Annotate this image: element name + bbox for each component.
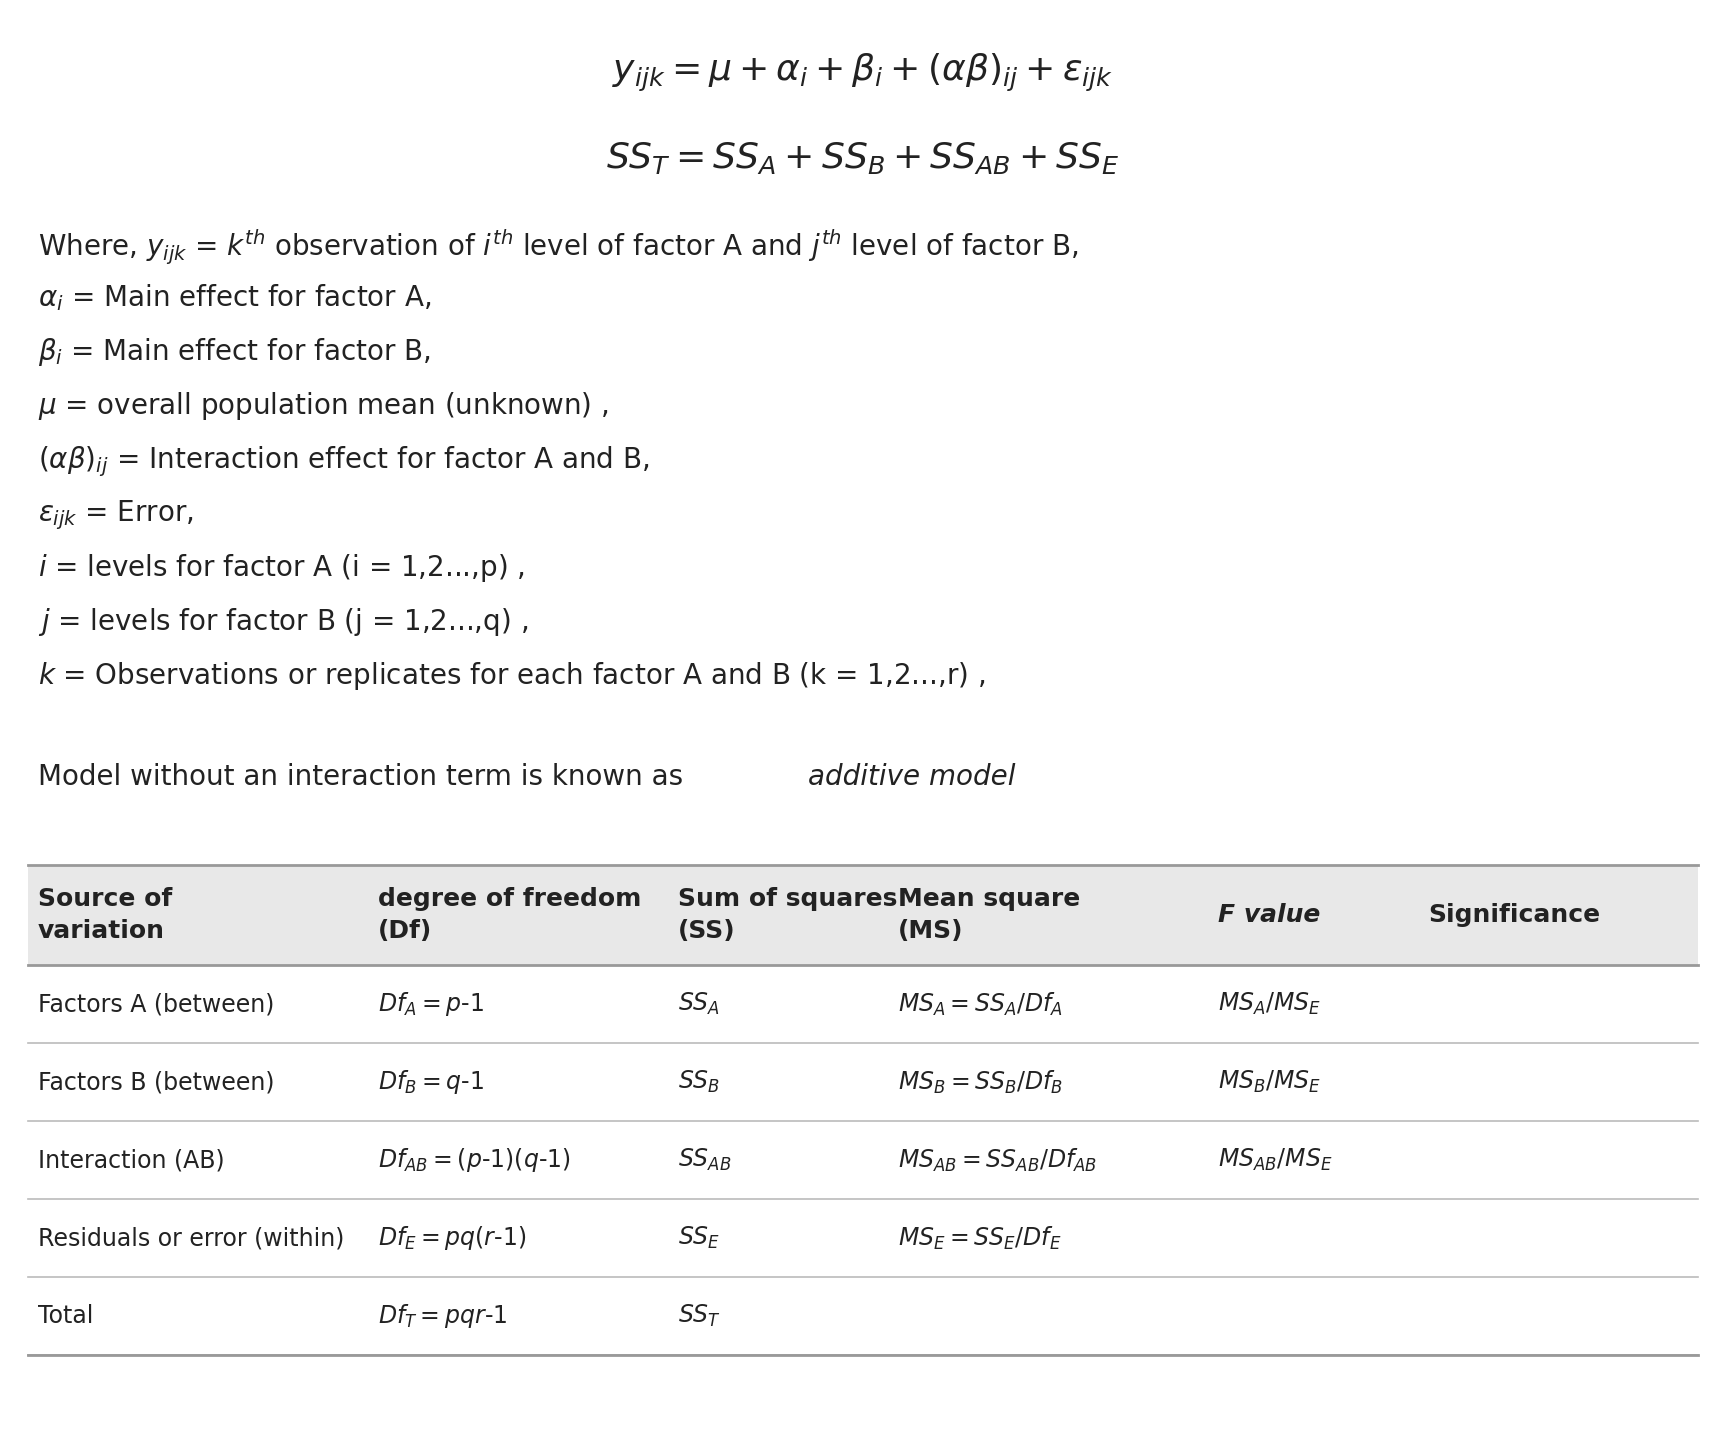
Text: $Df_B = q\text{-}1$: $Df_B = q\text{-}1$ — [378, 1069, 483, 1096]
Text: $SS_E$: $SS_E$ — [678, 1226, 720, 1252]
Text: $\alpha_i$ = Main effect for factor A,: $\alpha_i$ = Main effect for factor A, — [38, 282, 432, 313]
Text: Factors B (between): Factors B (between) — [38, 1070, 274, 1095]
Text: Sum of squares
(SS): Sum of squares (SS) — [678, 887, 898, 944]
Text: $Df_T = pqr\text{-}1$: $Df_T = pqr\text{-}1$ — [378, 1303, 507, 1330]
Text: Factors A (between): Factors A (between) — [38, 992, 274, 1016]
Text: Total: Total — [38, 1304, 93, 1328]
Text: $MS_A/MS_E$: $MS_A/MS_E$ — [1219, 992, 1320, 1018]
Text: $SS_A$: $SS_A$ — [678, 992, 720, 1018]
Text: $k$ = Observations or replicates for each factor A and B (k = 1,2...,r) ,: $k$ = Observations or replicates for eac… — [38, 660, 986, 692]
Text: $SS_B$: $SS_B$ — [678, 1069, 720, 1095]
Text: $MS_B/MS_E$: $MS_B/MS_E$ — [1219, 1069, 1320, 1095]
Text: Model without an interaction term is known as: Model without an interaction term is kno… — [38, 762, 692, 791]
Text: $(\alpha\beta)_{ij}$ = Interaction effect for factor A and B,: $(\alpha\beta)_{ij}$ = Interaction effec… — [38, 443, 649, 478]
Text: $Df_A = p\text{-}1$: $Df_A = p\text{-}1$ — [378, 990, 483, 1018]
Text: $MS_A = SS_A/Df_A$: $MS_A = SS_A/Df_A$ — [898, 990, 1063, 1018]
Text: additive model: additive model — [808, 762, 1015, 791]
Text: Source of
variation: Source of variation — [38, 887, 173, 944]
Text: $MS_B = SS_B/Df_B$: $MS_B = SS_B/Df_B$ — [898, 1069, 1063, 1096]
Text: $MS_E = SS_E/Df_E$: $MS_E = SS_E/Df_E$ — [898, 1224, 1061, 1252]
Text: $SS_T$: $SS_T$ — [678, 1303, 721, 1329]
Text: $Df_{AB} = (p\text{-}1)(q\text{-}1)$: $Df_{AB} = (p\text{-}1)(q\text{-}1)$ — [378, 1146, 571, 1175]
Text: $\epsilon_{ijk}$ = Error,: $\epsilon_{ijk}$ = Error, — [38, 499, 193, 532]
Text: Mean square
(MS): Mean square (MS) — [898, 887, 1080, 944]
Text: Interaction (AB): Interaction (AB) — [38, 1149, 224, 1172]
Text: degree of freedom
(Df): degree of freedom (Df) — [378, 887, 642, 944]
Text: $\beta_i$ = Main effect for factor B,: $\beta_i$ = Main effect for factor B, — [38, 336, 432, 368]
Text: F value: F value — [1219, 903, 1320, 928]
Text: Residuals or error (within): Residuals or error (within) — [38, 1226, 345, 1250]
Text: Significance: Significance — [1427, 903, 1600, 928]
Text: $SS_T = SS_A + SS_B + SS_{AB} + SS_E$: $SS_T = SS_A + SS_B + SS_{AB} + SS_E$ — [606, 140, 1120, 176]
Text: $MS_{AB}/MS_E$: $MS_{AB}/MS_E$ — [1219, 1147, 1332, 1173]
Text: $MS_{AB} = SS_{AB}/Df_{AB}$: $MS_{AB} = SS_{AB}/Df_{AB}$ — [898, 1147, 1098, 1173]
Text: $i$ = levels for factor A (i = 1,2...,p) ,: $i$ = levels for factor A (i = 1,2...,p)… — [38, 553, 525, 585]
Text: $SS_{AB}$: $SS_{AB}$ — [678, 1147, 732, 1173]
Text: $\mu$ = overall population mean (unknown) ,: $\mu$ = overall population mean (unknown… — [38, 390, 609, 422]
Text: $Df_E = pq(r\text{-}1)$: $Df_E = pq(r\text{-}1)$ — [378, 1224, 526, 1252]
FancyBboxPatch shape — [28, 865, 1698, 965]
Text: $j$ = levels for factor B (j = 1,2...,q) ,: $j$ = levels for factor B (j = 1,2...,q)… — [38, 606, 528, 638]
Text: Where, $y_{ijk}$ = $k^{th}$ observation of $i^{th}$ level of factor A and $j^{th: Where, $y_{ijk}$ = $k^{th}$ observation … — [38, 228, 1079, 268]
Text: $y_{ijk} = \mu + \alpha_i + \beta_i + (\alpha\beta)_{ij} + \epsilon_{ijk}$: $y_{ijk} = \mu + \alpha_i + \beta_i + (\… — [613, 52, 1113, 95]
